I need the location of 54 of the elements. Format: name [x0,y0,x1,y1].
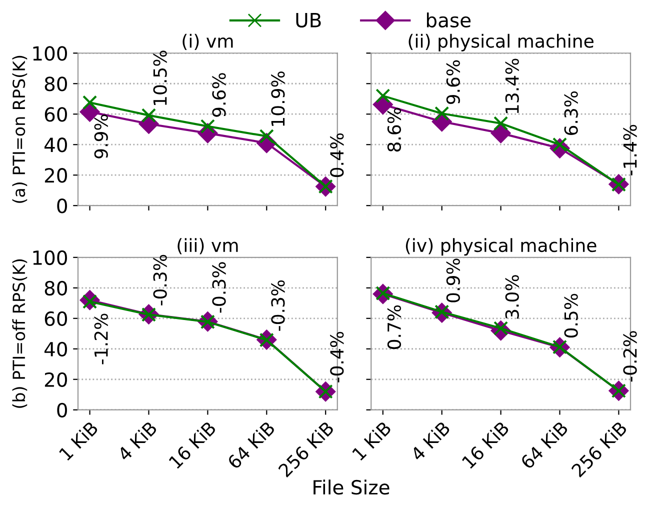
annotation: 0.9% [446,258,460,302]
y-tick-label: 60 [44,311,67,326]
annotation: 13.4% [505,58,519,114]
annotation: -0.3% [271,280,285,331]
x-tick-label: 4 KiB [410,420,451,462]
annotation: 0.7% [387,305,402,350]
annotation: 9.6% [446,60,460,104]
annotation: 6.3% [564,91,578,136]
point [494,116,508,131]
y-tick-label: 40 [44,342,67,357]
legend-label: base [426,12,471,28]
annotation: -0.4% [330,332,344,382]
x-tick-label: 1 KiB [351,420,392,461]
annotation: -1.4% [623,124,637,176]
y-tick-label: 100 [33,46,67,61]
y-tick-label: 60 [44,107,67,122]
annotation: 3.0% [505,275,519,319]
annotation: 10.9% [271,72,285,126]
chart-title: (ii) physical machine [408,34,594,52]
y-axis-title: (b) PTI=off RPS(K) [12,259,28,408]
annotation: -0.3% [212,262,226,313]
annotation: -0.3% [153,254,167,306]
x-axis-title: File Size [314,480,390,495]
y-tick-label: 80 [44,280,67,296]
x-tick-label: 4 KiB [116,420,158,462]
x-tick-label: 16 KiB [461,420,510,470]
x-tick-label: 64 KiB [226,420,276,470]
legend-label: UB [296,13,321,28]
point [376,88,390,104]
annotation: 0.5% [564,294,578,338]
chart-title: (iv) physical machine [406,238,596,256]
annotation: 10.5% [153,50,167,106]
chart-title: (iii) vm [178,238,238,254]
y-tick-label: 20 [44,372,67,388]
y-axis-title: (a) PTI=on RPS(K) [12,56,28,203]
y-tick-label: 20 [44,168,67,183]
x-tick-label: 64 KiB [520,420,569,470]
point [82,95,98,110]
x-tick-label: 16 KiB [168,420,217,470]
y-tick-label: 100 [33,250,67,266]
chart-title: (i) vm [182,34,233,50]
point [434,106,450,121]
annotation: 0.4% [330,133,344,177]
annotation: 8.6% [387,108,402,152]
x-tick-label: 1 KiB [58,420,99,461]
y-tick-label: 80 [44,76,67,92]
point [141,108,156,123]
y-tick-label: 40 [44,138,67,152]
annotation: -0.2% [623,331,637,382]
annotation: 9.6% [212,73,226,117]
annotation: 9.9% [94,114,108,158]
annotation: -1.2% [94,314,108,364]
y-tick-label: 0 [57,198,67,214]
y-tick-label: 0 [57,402,67,418]
